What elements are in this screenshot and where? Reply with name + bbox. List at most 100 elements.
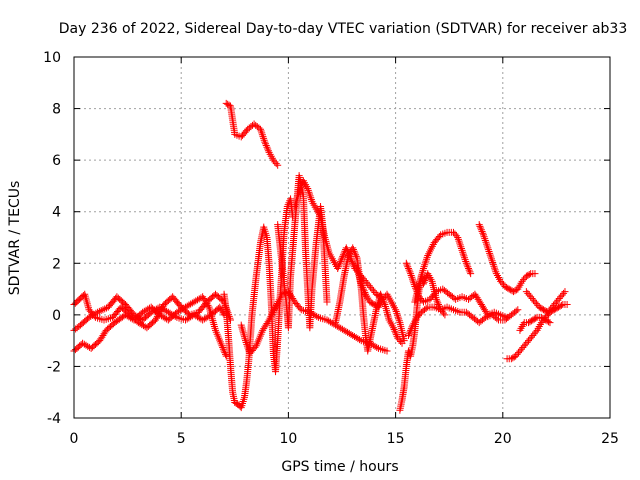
x-tick-labels: 0 5 10 15 20 25 bbox=[70, 431, 619, 447]
y-tick-labels: -4 -2 0 2 4 6 8 10 bbox=[43, 50, 61, 427]
data-point bbox=[225, 101, 233, 109]
data-point bbox=[522, 272, 530, 280]
data-point bbox=[392, 331, 400, 339]
series-arc-17 bbox=[516, 313, 554, 334]
data-point bbox=[433, 297, 441, 305]
data-point bbox=[357, 280, 365, 288]
data-point bbox=[204, 301, 212, 309]
data-point bbox=[389, 324, 397, 332]
data-point bbox=[359, 285, 367, 293]
data-point bbox=[360, 287, 368, 295]
data-point bbox=[263, 143, 271, 151]
data-point bbox=[501, 282, 509, 290]
data-point bbox=[556, 302, 564, 310]
data-point bbox=[272, 160, 280, 168]
data-point bbox=[297, 182, 305, 190]
data-point bbox=[537, 313, 545, 321]
data-point bbox=[522, 340, 530, 348]
data-point bbox=[97, 307, 105, 315]
data-point bbox=[548, 303, 556, 311]
x-tick-label: 0 bbox=[70, 431, 79, 447]
data-point bbox=[518, 277, 526, 285]
data-point bbox=[370, 301, 378, 309]
series-arc-14 bbox=[411, 228, 475, 306]
data-point bbox=[397, 338, 405, 346]
data-point bbox=[449, 228, 457, 236]
y-tick-label: 4 bbox=[52, 205, 61, 221]
series-arc-10 bbox=[353, 264, 408, 345]
data-point bbox=[414, 312, 422, 320]
x-axis-label: GPS time / hours bbox=[281, 459, 398, 475]
axis-ticks bbox=[73, 56, 611, 419]
data-point bbox=[402, 259, 410, 267]
data-point bbox=[365, 282, 373, 290]
data-point bbox=[269, 156, 277, 164]
plot-frame bbox=[73, 56, 611, 419]
data-point bbox=[334, 264, 342, 272]
grid-lines bbox=[74, 57, 610, 418]
data-point bbox=[527, 317, 535, 325]
data-point bbox=[504, 284, 512, 292]
data-point bbox=[551, 300, 559, 308]
data-point bbox=[264, 318, 272, 326]
data-point bbox=[542, 316, 550, 324]
data-point bbox=[523, 338, 531, 346]
data-point bbox=[531, 298, 539, 306]
data-point bbox=[411, 282, 419, 290]
data-point bbox=[392, 329, 400, 337]
data-point bbox=[349, 259, 357, 267]
data-point bbox=[367, 299, 375, 307]
data-point bbox=[349, 246, 357, 254]
x-tick-label: 10 bbox=[279, 431, 297, 447]
data-point bbox=[515, 349, 523, 357]
data-point bbox=[545, 307, 553, 315]
y-tick-label: 6 bbox=[52, 153, 61, 169]
data-point bbox=[334, 263, 342, 271]
data-point bbox=[264, 147, 272, 155]
data-point bbox=[379, 295, 387, 303]
data-point bbox=[512, 307, 520, 315]
data-point bbox=[525, 291, 533, 299]
data-point bbox=[351, 249, 359, 257]
data-point bbox=[514, 306, 522, 314]
data-point bbox=[391, 327, 399, 335]
data-point bbox=[377, 290, 385, 298]
data-point bbox=[356, 336, 364, 344]
data-point bbox=[373, 343, 381, 351]
data-point bbox=[531, 270, 539, 278]
data-point bbox=[553, 304, 561, 312]
data-point bbox=[526, 318, 534, 326]
data-point bbox=[525, 270, 533, 278]
data-point bbox=[511, 287, 519, 295]
data-point bbox=[507, 355, 515, 363]
data-point bbox=[336, 259, 344, 267]
data-point bbox=[406, 328, 414, 336]
data-point bbox=[383, 347, 391, 355]
data-point bbox=[554, 296, 562, 304]
data-point bbox=[224, 100, 232, 108]
data-point bbox=[422, 275, 430, 283]
data-point bbox=[542, 307, 550, 315]
data-point bbox=[527, 293, 535, 301]
data-point bbox=[432, 295, 440, 303]
data-point bbox=[528, 295, 536, 303]
data-point bbox=[502, 283, 510, 291]
data-point bbox=[390, 325, 398, 333]
series-arc-3 bbox=[70, 293, 228, 334]
data-point bbox=[477, 224, 485, 232]
data-point bbox=[262, 140, 270, 148]
data-points bbox=[70, 99, 571, 414]
data-point bbox=[550, 301, 558, 309]
data-point bbox=[498, 279, 506, 287]
data-point bbox=[407, 325, 415, 333]
series-arc-9 bbox=[332, 244, 406, 355]
data-point bbox=[339, 252, 347, 260]
data-point bbox=[406, 268, 414, 276]
y-tick-label: -2 bbox=[47, 359, 61, 375]
series-arc-2 bbox=[70, 293, 230, 360]
data-point bbox=[520, 342, 528, 350]
data-point bbox=[475, 221, 483, 229]
data-point bbox=[509, 354, 517, 362]
data-point bbox=[352, 251, 360, 259]
